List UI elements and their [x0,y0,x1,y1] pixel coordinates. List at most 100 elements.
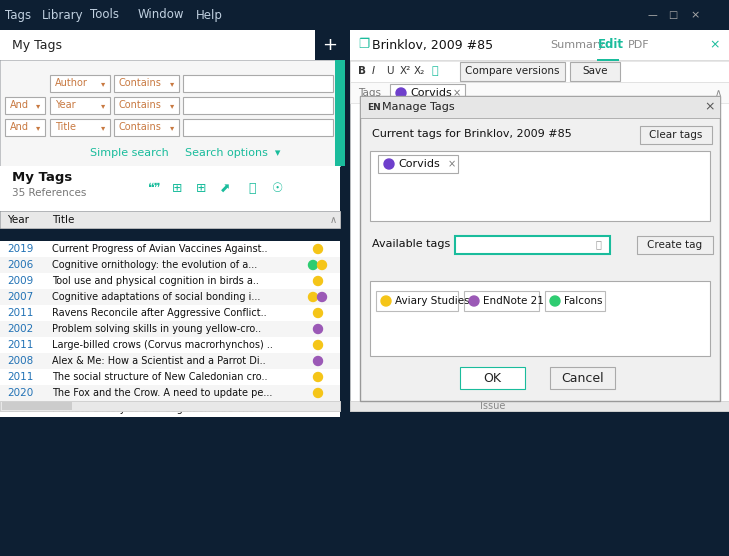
Bar [114,75,179,92]
Bar [597,59,619,61]
Text: ▾: ▾ [170,123,174,132]
Circle shape [313,389,322,398]
Text: Current Progress of Avian Vaccines Against..: Current Progress of Avian Vaccines Again… [52,244,268,254]
Bar [460,62,565,81]
Bar [0,369,340,385]
Text: PDF: PDF [628,40,650,50]
Text: ×: × [453,88,461,98]
Text: U: U [386,66,394,76]
Text: 2007: 2007 [7,292,34,302]
Circle shape [313,373,322,381]
Circle shape [396,88,406,98]
Bar [114,119,179,136]
Text: —: — [648,10,658,20]
Text: ▾: ▾ [101,101,105,110]
Text: 2020: 2020 [7,388,34,398]
Text: Alex & Me: How a Scientist and a Parrot Di..: Alex & Me: How a Scientist and a Parrot … [52,356,265,366]
Text: Compare versions: Compare versions [465,67,560,77]
Bar [50,119,110,136]
Text: 2002: 2002 [7,324,34,334]
Bar [0,30,315,60]
Text: ×: × [704,101,714,113]
Text: And: And [10,101,29,111]
Bar [0,166,340,211]
Bar [114,97,179,114]
Text: 2011: 2011 [7,372,34,382]
Text: Manage tags: Manage tags [398,113,470,123]
Bar [315,30,365,60]
Text: ∧: ∧ [715,88,722,98]
Text: ∧: ∧ [330,215,337,225]
Text: ⊞: ⊞ [172,181,182,195]
Text: 2011: 2011 [7,340,34,350]
Text: ▾: ▾ [170,79,174,88]
Bar [640,126,712,144]
Text: Cognitive adaptations of social bonding i...: Cognitive adaptations of social bonding … [52,292,260,302]
Text: Tool use and physical cognition in birds a..: Tool use and physical cognition in birds… [52,276,259,286]
Text: Author: Author [55,78,88,88]
Circle shape [313,245,322,254]
Text: Year: Year [7,215,29,225]
Bar [464,291,539,311]
Bar [0,273,340,289]
Text: ▾: ▾ [36,101,40,110]
Text: ▾: ▾ [36,123,40,132]
Text: X²: X² [400,66,411,76]
Circle shape [308,261,318,270]
Text: ▾: ▾ [170,101,174,110]
Circle shape [318,261,327,270]
Text: I: I [372,66,375,76]
Text: 2019: 2019 [7,244,34,254]
Text: Cancel: Cancel [561,371,604,385]
Text: Simple search: Simple search [90,148,168,158]
Text: □: □ [668,10,677,20]
Circle shape [469,296,479,306]
Circle shape [313,309,322,317]
Text: Available tags: Available tags [372,239,451,249]
Bar [0,385,340,401]
Bar [390,84,465,102]
Text: Create tag: Create tag [647,240,703,250]
Text: ❝❞: ❝❞ [148,181,162,195]
Bar [350,82,729,103]
Text: ▾: ▾ [101,123,105,132]
Text: Title: Title [52,215,74,225]
Text: 2009: 2009 [7,276,34,286]
Text: Corvids: Corvids [410,88,452,98]
Text: Tools: Tools [90,8,119,22]
Bar [455,236,610,254]
Text: Summary: Summary [550,40,604,50]
Text: Year: Year [55,101,76,111]
Text: Corvids: Corvids [398,159,440,169]
Circle shape [384,159,394,169]
Text: Search options  ▾: Search options ▾ [185,148,281,158]
Text: Current tags for Brinklov, 2009 #85: Current tags for Brinklov, 2009 #85 [372,129,572,139]
Text: Contains: Contains [119,122,162,132]
Text: And: And [10,122,29,132]
Text: Problem solving skills in young yellow-cro..: Problem solving skills in young yellow-c… [52,324,261,334]
Text: +: + [322,36,337,54]
Bar [5,119,45,136]
Circle shape [313,356,322,365]
Text: My Tags: My Tags [12,171,72,185]
Bar [378,155,458,173]
Text: ❐: ❐ [358,38,370,52]
Bar [50,75,110,92]
Text: 2006: 2006 [7,260,34,270]
Bar [0,337,340,353]
Text: ×: × [709,38,720,52]
Text: 2009: 2009 [7,404,34,414]
Bar [335,60,345,166]
Text: B: B [358,66,366,76]
Text: 🔍: 🔍 [432,66,439,76]
Bar [0,211,340,228]
Bar [0,401,340,411]
Circle shape [313,276,322,285]
Circle shape [313,325,322,334]
Bar [370,151,710,221]
Circle shape [381,296,391,306]
Bar [183,119,333,136]
Text: Brinklov, 2009 #85: Brinklov, 2009 #85 [372,38,493,52]
Bar [0,60,340,166]
Bar [350,60,729,61]
